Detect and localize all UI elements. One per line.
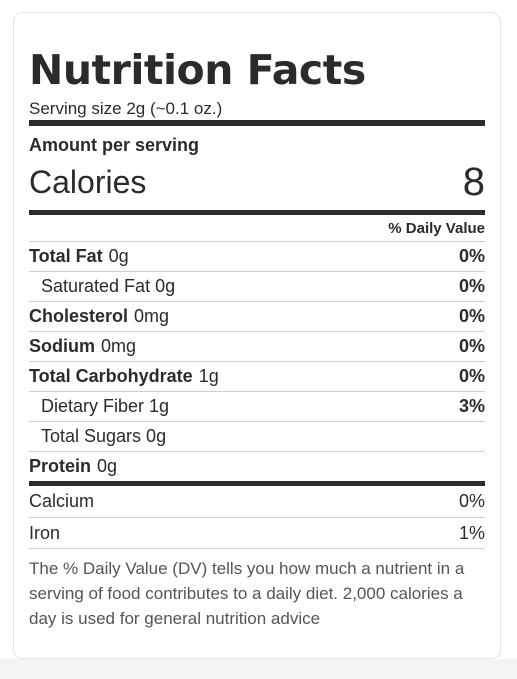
nutrient-row-sodium: Sodium 0mg 0% [29, 331, 485, 361]
nutrient-name: Total Carbohydrate [29, 366, 193, 386]
nutrient-amount: 0g [97, 456, 118, 476]
serving-size: Serving size 2g (~0.1 oz.) [29, 99, 223, 118]
daily-value-header: % Daily Value [388, 220, 485, 237]
nutrient-name: Protein [29, 456, 92, 476]
nutrient-name: Total Sugars 0g [41, 426, 167, 446]
nutrient-name: Total Fat [29, 246, 103, 266]
nutrient-row-total-fat: Total Fat 0g 0% [29, 241, 485, 271]
nutrition-facts-title: Nutrition Facts [29, 46, 366, 94]
thick-divider [29, 210, 485, 215]
nutrient-amount: 1g [198, 366, 219, 386]
nutrient-name: Saturated Fat 0g [41, 276, 176, 296]
calories-row: Calories 8 [29, 162, 485, 202]
nutrient-row-dietary-fiber: Dietary Fiber 1g 3% [29, 391, 485, 421]
nutrient-amount: 0mg [101, 336, 137, 356]
nutrient-dv: 0% [458, 246, 485, 266]
daily-value-footnote: The % Daily Value (DV) tells you how muc… [29, 548, 485, 631]
nutrient-dv: 3% [458, 396, 485, 416]
nutrient-row-total-sugars: Total Sugars 0g [29, 421, 485, 451]
mineral-name: Iron [29, 522, 61, 543]
nutrient-row-total-carbohydrate: Total Carbohydrate 1g 0% [29, 361, 485, 391]
nutrient-row-protein: Protein 0g [29, 451, 485, 481]
thick-divider [29, 120, 485, 126]
nutrient-name: Dietary Fiber 1g [41, 396, 170, 416]
nutrient-dv: 0% [458, 366, 485, 386]
nutrient-row-saturated-fat: Saturated Fat 0g 0% [29, 271, 485, 301]
nutrient-amount: 0mg [134, 306, 170, 326]
nutrient-name: Sodium [29, 336, 95, 356]
mineral-row-calcium: Calcium 0% [29, 486, 485, 517]
mineral-dv: 0% [458, 491, 485, 511]
nutrient-amount: 0g [108, 246, 129, 266]
nutrient-dv: 0% [458, 336, 485, 356]
mineral-dv: 1% [458, 522, 485, 543]
mineral-name: Calcium [29, 491, 95, 511]
nutrient-dv: 0% [458, 276, 485, 296]
thick-divider [29, 481, 485, 486]
calories-value: 8 [462, 160, 485, 204]
nutrition-facts-card: Nutrition Facts Serving size 2g (~0.1 oz… [13, 12, 501, 659]
nutrient-dv: 0% [458, 306, 485, 326]
mineral-row-iron: Iron 1% [29, 517, 485, 548]
nutrient-name: Cholesterol [29, 306, 129, 326]
amount-per-serving: Amount per serving [29, 135, 200, 155]
page-bottom-band [0, 659, 517, 679]
calories-label: Calories [29, 164, 147, 200]
nutrient-row-cholesterol: Cholesterol 0mg 0% [29, 301, 485, 331]
